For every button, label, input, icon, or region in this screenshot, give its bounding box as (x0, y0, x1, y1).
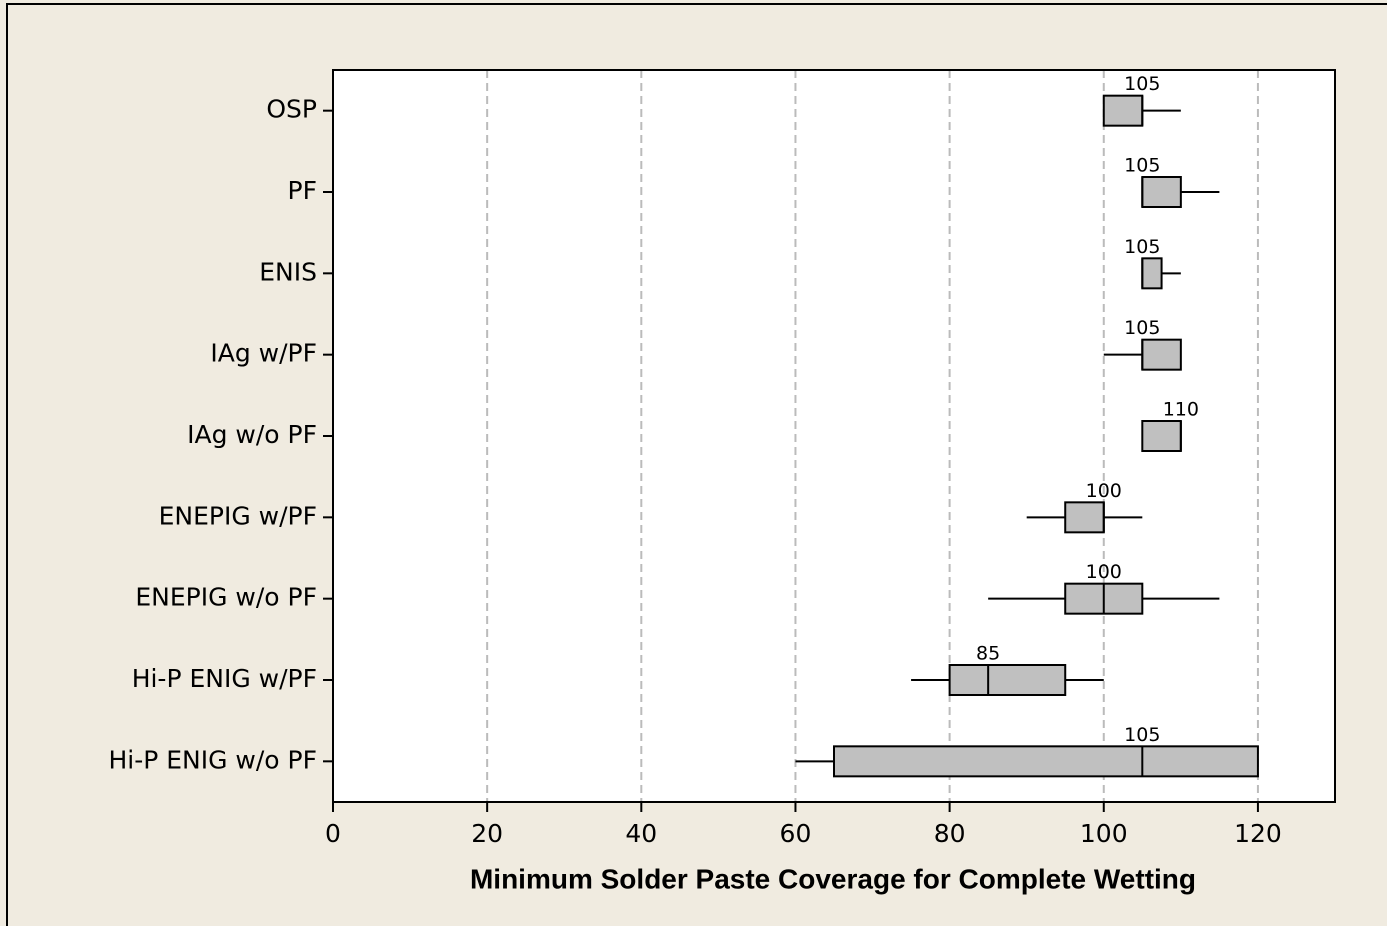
box (1141, 257, 1163, 290)
x-tick-label: 80 (934, 819, 966, 848)
y-tick-label: ENIS (259, 257, 317, 286)
median-label: 85 (976, 643, 1000, 665)
median-label: 105 (1124, 724, 1160, 746)
x-tick-label: 20 (471, 819, 503, 848)
box (1102, 94, 1144, 127)
x-axis-label: Minimum Solder Paste Coverage for Comple… (470, 863, 1196, 894)
box (1141, 338, 1182, 371)
plot-border (332, 69, 1336, 803)
median-label: 110 (1163, 399, 1199, 421)
box (1064, 501, 1105, 534)
y-tick-label: ENEPIG w/o PF (135, 583, 317, 612)
median-label: 105 (1124, 236, 1160, 258)
median-label: 100 (1086, 561, 1122, 583)
box (833, 745, 1259, 778)
y-tick-label: IAg w/PF (210, 339, 317, 368)
y-tick-label: IAg w/o PF (187, 420, 317, 449)
median-label: 105 (1124, 155, 1160, 177)
x-tick-label: 100 (1080, 819, 1128, 848)
box (948, 664, 1067, 696)
x-tick-label: 0 (325, 819, 341, 848)
box (1141, 176, 1182, 208)
y-tick-label: ENEPIG w/PF (159, 501, 317, 530)
median-label: 105 (1124, 73, 1160, 95)
plot-area (333, 70, 1335, 802)
x-tick-label: 60 (780, 819, 812, 848)
y-tick-label: Hi-P ENIG w/PF (132, 664, 317, 693)
median-label: 100 (1086, 480, 1122, 502)
median-label: 105 (1124, 317, 1160, 339)
y-tick-label: Hi-P ENIG w/o PF (108, 745, 317, 774)
y-tick-label: PF (288, 176, 317, 205)
x-tick-label: 120 (1234, 819, 1282, 848)
x-tick-label: 40 (625, 819, 657, 848)
y-tick-label: OSP (266, 95, 317, 124)
box (1141, 420, 1182, 452)
